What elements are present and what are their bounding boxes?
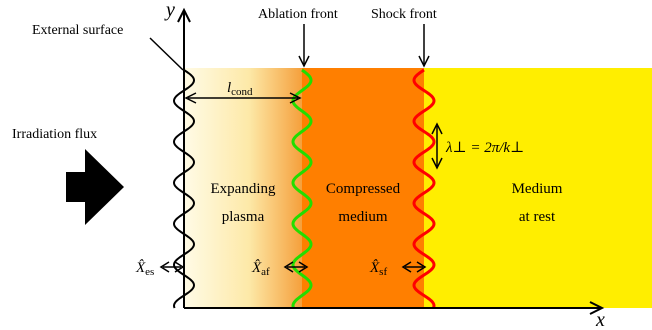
x-es-amplitude-arrow <box>159 261 185 273</box>
medium-at-rest-region <box>424 68 652 308</box>
external-surface-pointer <box>149 37 184 71</box>
expanding-plasma-region <box>184 68 302 308</box>
x-sf-label: X̂sf <box>369 260 387 278</box>
rest-label-line1: Medium <box>512 181 563 197</box>
l-cond-label: lcond <box>227 80 253 98</box>
l-cond-arrow-left-head <box>184 92 197 104</box>
x-es-label: X̂es <box>135 260 154 278</box>
x-axis-arrowhead <box>589 301 605 315</box>
compressed-label-line1: Compressed <box>326 181 401 197</box>
x-af-label: X̂af <box>251 260 270 278</box>
x-axis-label: x <box>595 309 605 330</box>
wavelength-arrow-bottom-head <box>431 157 443 170</box>
irradiation-flux-arrow <box>66 149 124 225</box>
y-axis-label: y <box>164 0 175 21</box>
x-af-amplitude-arrow <box>283 261 309 273</box>
compressed-label-line2: medium <box>338 209 387 225</box>
shock-front-wave <box>412 68 436 309</box>
l-cond-arrow-right-head <box>289 92 302 104</box>
external-surface-wave <box>173 69 195 309</box>
irradiation-flux-label: Irradiation flux <box>12 127 97 142</box>
shock-front-pointer-head <box>418 55 430 68</box>
ablation-front-pointer-head <box>298 55 310 68</box>
y-axis-arrowhead <box>177 7 191 23</box>
ablation-front-wave <box>291 68 313 309</box>
rest-label-line2: at rest <box>519 209 556 225</box>
expanding-label-line2: plasma <box>222 209 265 225</box>
shock-front-label: Shock front <box>371 7 437 22</box>
expanding-label-line1: Expanding <box>211 181 276 197</box>
external-surface-label: External surface <box>32 23 123 38</box>
x-sf-amplitude-arrow <box>401 261 427 273</box>
ablation-front-label: Ablation front <box>258 7 338 22</box>
wavelength-arrow-top-head <box>431 122 443 135</box>
wavelength-label: λ⊥ = 2π/k⊥ <box>445 140 524 156</box>
